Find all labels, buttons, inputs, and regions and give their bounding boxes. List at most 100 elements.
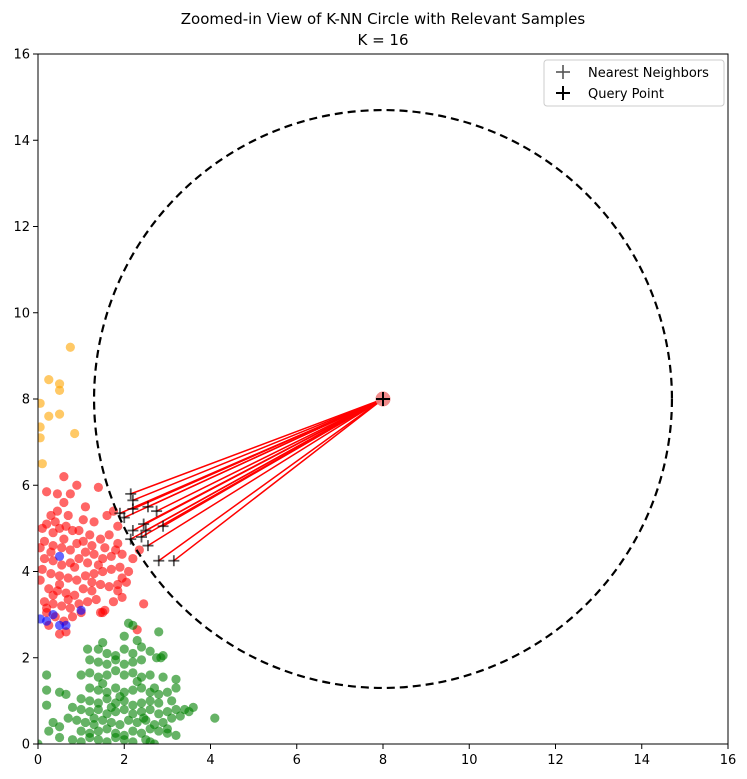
- class-point: [113, 586, 123, 596]
- class-point: [113, 579, 123, 590]
- class-point: [136, 655, 147, 665]
- class-point: [93, 657, 103, 667]
- class-point: [115, 562, 125, 572]
- class-point: [89, 549, 99, 559]
- class-point: [98, 679, 108, 689]
- class-point: [78, 536, 88, 546]
- class-point: [82, 597, 93, 607]
- class-point: [54, 620, 65, 631]
- class-point: [42, 487, 52, 497]
- class-point: [111, 545, 121, 555]
- class-point: [95, 534, 106, 544]
- class-point: [82, 558, 93, 568]
- class-point: [117, 592, 127, 602]
- class-point: [48, 610, 58, 620]
- class-point: [38, 543, 45, 553]
- class-point: [106, 564, 116, 574]
- class-point: [102, 709, 112, 719]
- class-point: [46, 569, 56, 579]
- nearest-neighbor-marker: [125, 488, 137, 500]
- class-point: [72, 715, 82, 725]
- class-point: [154, 627, 164, 637]
- class-point: [87, 541, 97, 551]
- class-point: [85, 668, 95, 678]
- class-point: [72, 480, 82, 490]
- class-point: [104, 530, 114, 540]
- class-point: [54, 385, 65, 395]
- class-point: [39, 553, 50, 564]
- class-point: [102, 724, 112, 734]
- class-point: [87, 577, 97, 587]
- class-point: [100, 543, 110, 553]
- class-point: [54, 571, 65, 581]
- class-point: [61, 620, 71, 631]
- class-point: [98, 715, 108, 725]
- class-point: [89, 713, 99, 723]
- class-point: [48, 717, 58, 728]
- class-point: [167, 696, 177, 706]
- class-point: [93, 704, 103, 715]
- class-point: [149, 683, 160, 693]
- class-point: [89, 569, 99, 579]
- neighbor-line: [130, 398, 384, 495]
- class-point: [113, 521, 123, 531]
- class-point: [102, 659, 112, 669]
- nearest-neighbor-marker: [127, 503, 139, 515]
- legend: Nearest Neighbors Query Point: [543, 59, 725, 107]
- class-point: [158, 717, 168, 728]
- legend-label-query-point: Query Point: [588, 87, 664, 102]
- class-point: [139, 713, 149, 723]
- class-point: [74, 525, 84, 536]
- class-point: [42, 700, 52, 710]
- nearest-neighbor-marker: [151, 505, 163, 517]
- class-point: [136, 728, 147, 738]
- class-point: [128, 700, 138, 710]
- class-point: [139, 599, 149, 609]
- class-point: [132, 717, 142, 728]
- class-point: [76, 670, 86, 680]
- class-point: [175, 711, 185, 721]
- class-point: [59, 534, 69, 544]
- class-point: [119, 735, 129, 744]
- neighbor-line: [173, 398, 384, 562]
- class-point: [162, 707, 172, 717]
- class-point: [106, 551, 116, 562]
- class-point: [85, 530, 95, 540]
- class-point: [102, 694, 112, 704]
- class-point: [128, 737, 138, 744]
- x-tick-label: 14: [633, 753, 650, 768]
- class-point: [102, 737, 112, 744]
- class-point: [102, 648, 112, 659]
- class-point: [78, 515, 88, 525]
- neighbor-line: [147, 398, 384, 508]
- x-tick-label: 10: [461, 753, 478, 768]
- class-point: [80, 547, 91, 557]
- class-point: [145, 670, 155, 680]
- x-tick-label: 2: [120, 753, 128, 768]
- class-point: [171, 704, 181, 715]
- class-point: [102, 670, 112, 680]
- class-point: [70, 428, 80, 439]
- legend-nearest-neighbors-marker: [556, 65, 570, 79]
- y-tick-label: 6: [22, 479, 30, 494]
- class-point: [108, 506, 119, 516]
- class-point: [128, 685, 138, 695]
- class-point: [128, 657, 138, 667]
- class-point: [184, 707, 194, 717]
- neighbor-line: [132, 398, 384, 532]
- class-point: [93, 672, 103, 682]
- class-point: [93, 644, 103, 654]
- class-point: [39, 536, 50, 546]
- class-point: [67, 525, 78, 536]
- class-point: [65, 545, 75, 555]
- class-point: [91, 594, 101, 605]
- class-point: [102, 687, 112, 697]
- class-point: [154, 726, 164, 736]
- class-point: [44, 584, 54, 594]
- class-point: [93, 685, 103, 695]
- class-point: [76, 605, 86, 615]
- class-point: [38, 422, 45, 432]
- class-point: [61, 521, 71, 531]
- class-point: [48, 556, 58, 566]
